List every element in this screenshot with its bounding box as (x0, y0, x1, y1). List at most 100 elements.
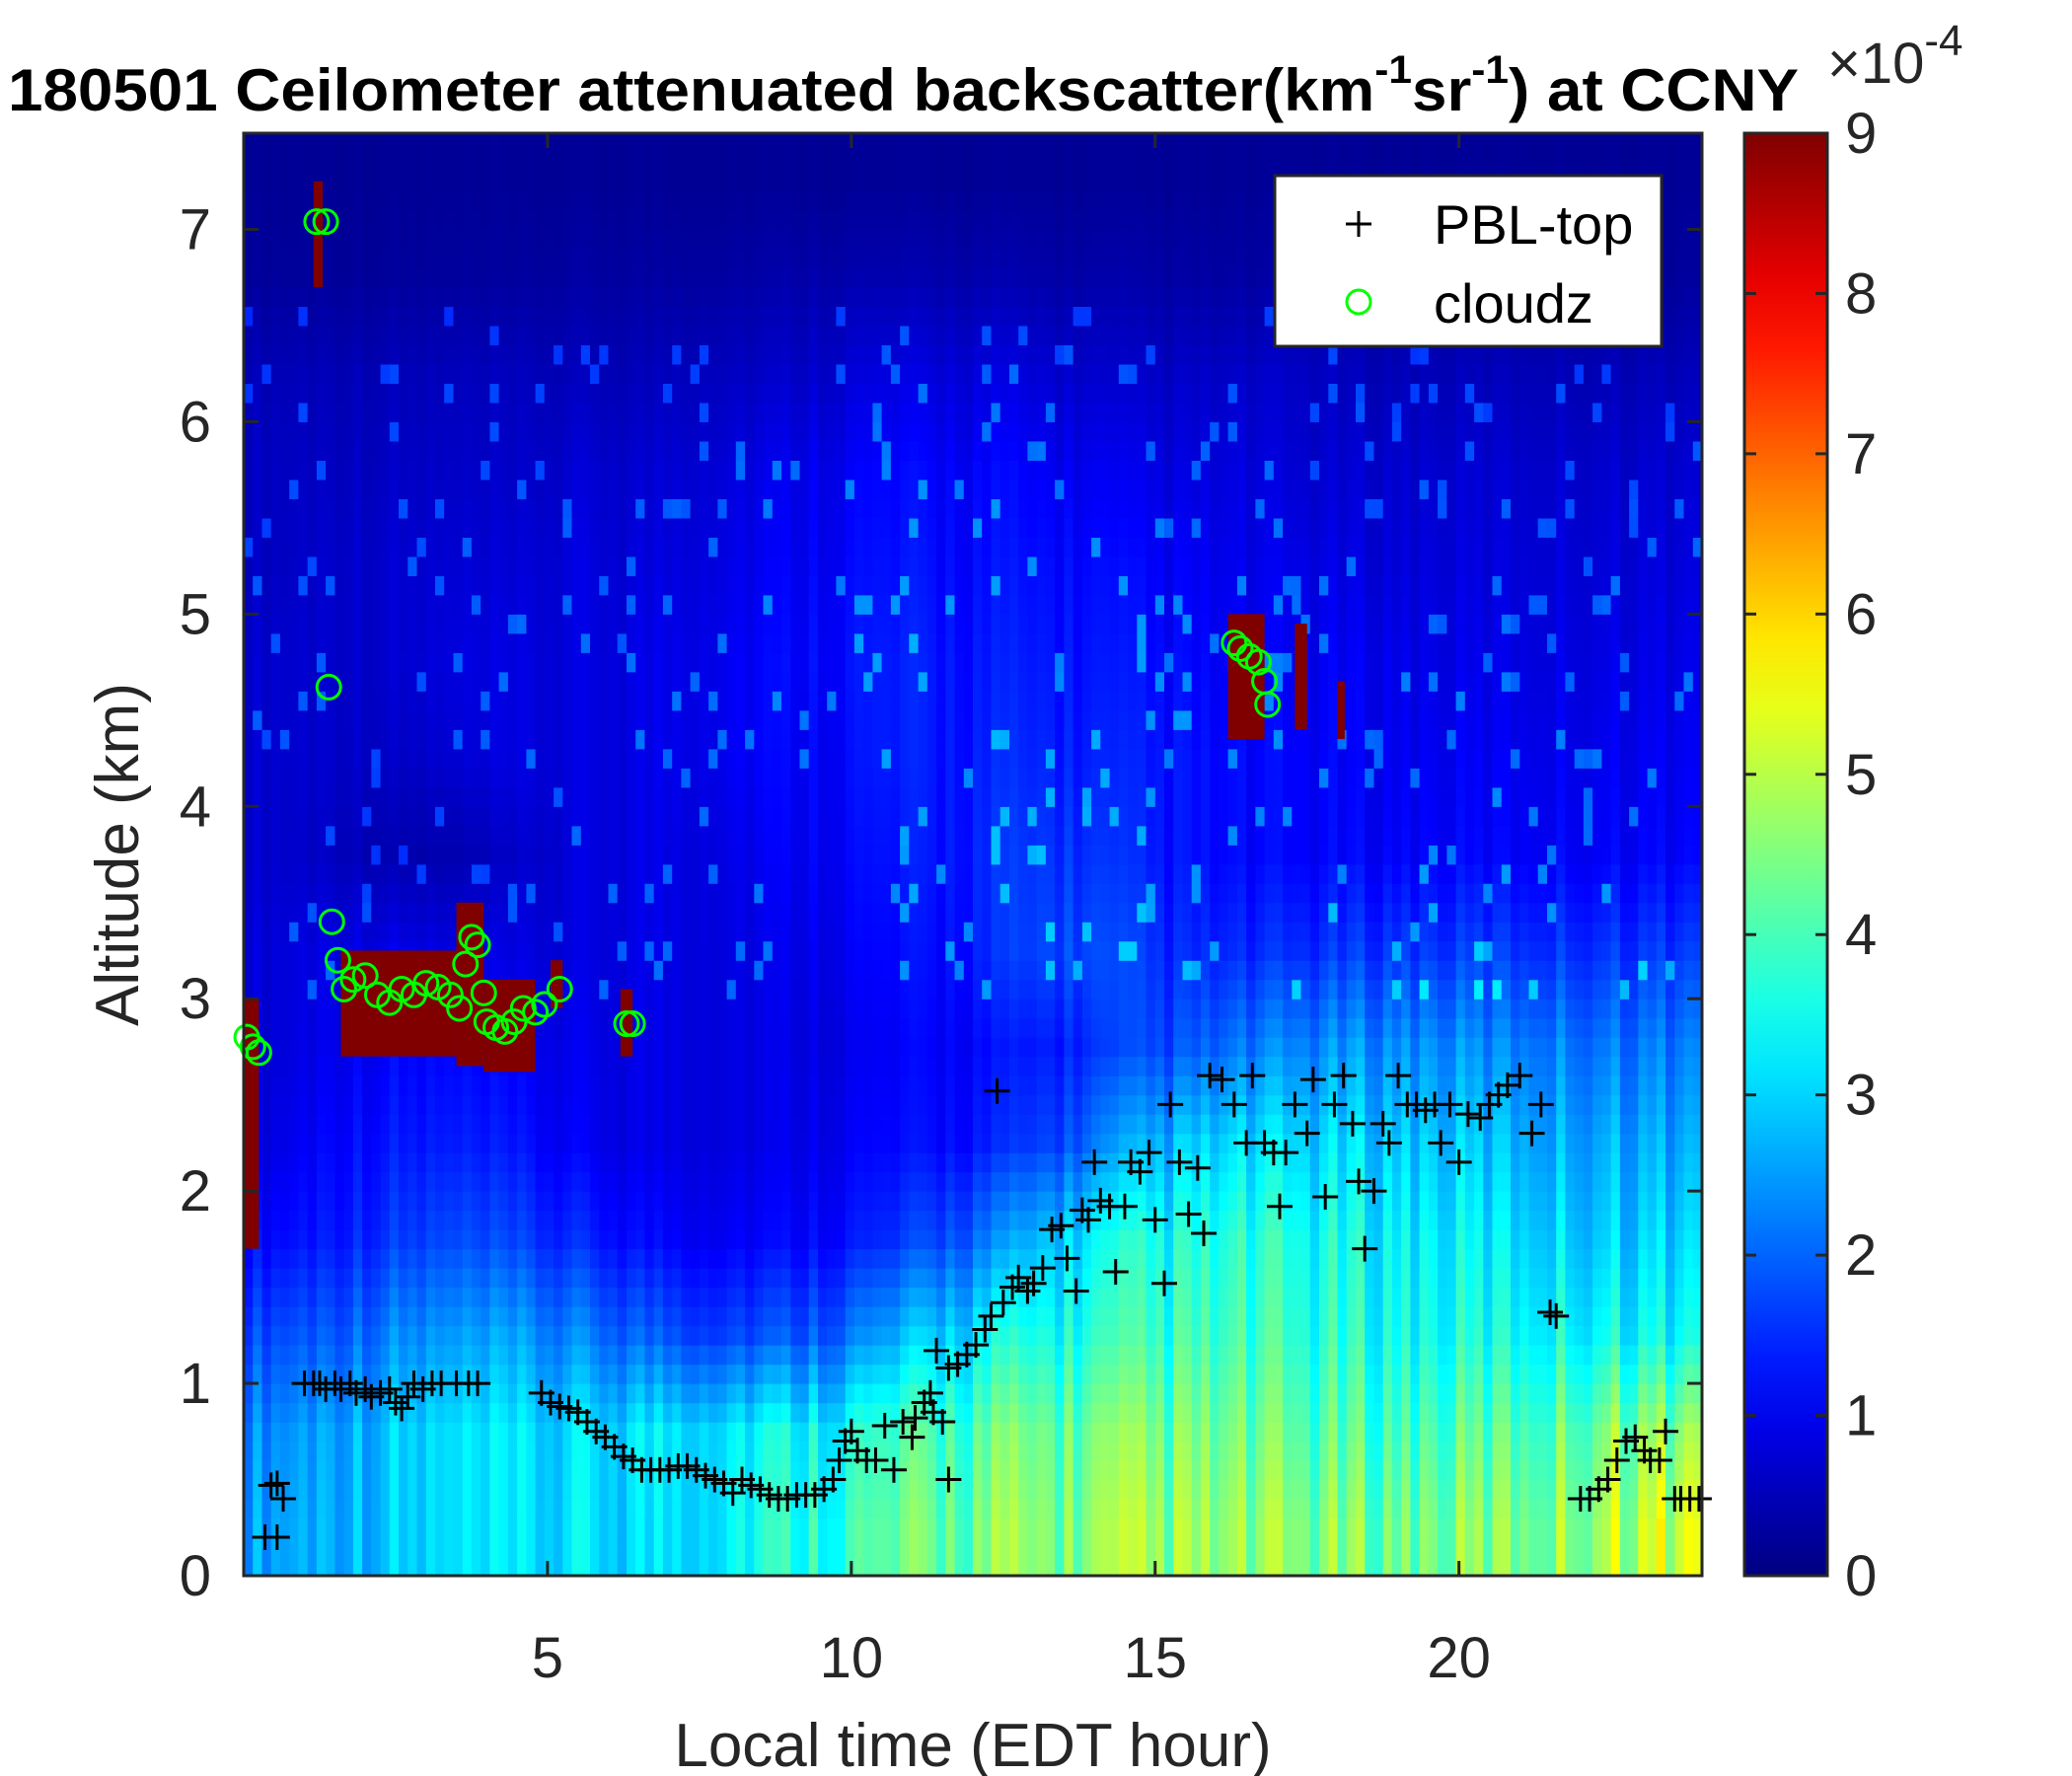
heatmap-cell (244, 460, 254, 481)
heatmap-cell (316, 421, 327, 442)
heatmap-cell (316, 152, 327, 173)
heatmap-cell (334, 440, 345, 461)
heatmap-cell (653, 883, 664, 904)
heatmap-cell (772, 421, 782, 442)
heatmap-cell (371, 1229, 382, 1250)
heatmap-cell (617, 1094, 628, 1115)
heatmap-cell (444, 1306, 455, 1327)
heatmap-cell (580, 1191, 591, 1212)
heatmap-cell (681, 555, 692, 576)
heatmap-cell (481, 421, 491, 442)
heatmap-cell (279, 1383, 290, 1404)
heatmap-cell (790, 133, 801, 154)
heatmap-cell (462, 729, 473, 750)
heatmap-cell (380, 190, 391, 211)
heatmap-cell (261, 940, 272, 961)
heatmap-cell (380, 1152, 391, 1173)
heatmap-cell (371, 1325, 382, 1346)
heatmap-cell (498, 267, 509, 288)
heatmap-cell (435, 786, 445, 807)
heatmap-cell (635, 729, 646, 750)
heatmap-cell (298, 671, 309, 692)
heatmap-cell (827, 1287, 838, 1307)
heatmap-cell (425, 555, 436, 576)
heatmap-cell (562, 1191, 573, 1212)
heatmap-cell (371, 691, 382, 711)
heatmap-cell (681, 1133, 692, 1153)
heatmap-cell (316, 1171, 327, 1192)
heatmap-cell (253, 210, 263, 231)
heatmap-cell (535, 537, 546, 557)
heatmap-cell (481, 845, 491, 865)
heatmap-cell (644, 440, 655, 461)
heatmap-cell (590, 1383, 600, 1404)
heatmap-cell (799, 806, 810, 827)
heatmap-cell (334, 152, 345, 173)
heatmap-cell (617, 902, 628, 923)
heatmap-cell (352, 363, 363, 384)
heatmap-cell (544, 922, 555, 942)
heatmap-cell (763, 883, 774, 904)
heatmap-cell (790, 883, 801, 904)
heatmap-cell (763, 1537, 774, 1558)
heatmap-cell (535, 1306, 546, 1327)
heatmap-cell (416, 902, 427, 923)
heatmap-cell (681, 786, 692, 807)
heatmap-cell (481, 479, 491, 499)
heatmap-cell (627, 1306, 636, 1327)
heatmap-cell (845, 883, 855, 904)
heatmap-cell (836, 421, 847, 442)
heatmap-cell (298, 594, 309, 615)
heatmap-cell (836, 768, 847, 788)
heatmap-cell (526, 1325, 537, 1346)
heatmap-cell (389, 1210, 400, 1230)
heatmap-cell (726, 286, 737, 307)
heatmap-cell (261, 1075, 272, 1096)
heatmap-cell (389, 632, 400, 653)
heatmap-cell (326, 267, 335, 288)
heatmap-cell (261, 325, 272, 345)
heatmap-cell (772, 133, 782, 154)
heatmap-cell (799, 1075, 810, 1096)
heatmap-cell (444, 594, 455, 615)
heatmap-cell (416, 172, 427, 192)
heatmap-cell (435, 845, 445, 865)
heatmap-cell (554, 1325, 563, 1346)
heatmap-cell (790, 1460, 801, 1481)
heatmap-cell (334, 768, 345, 788)
heatmap-cell (554, 210, 563, 231)
heatmap-cell (289, 1017, 300, 1038)
heatmap-cell (244, 1325, 254, 1346)
heatmap-cell (827, 1383, 838, 1404)
heatmap-cell (708, 1441, 718, 1461)
heatmap-cell (352, 249, 363, 269)
heatmap-cell (380, 1287, 391, 1307)
heatmap-cell (489, 555, 500, 576)
heatmap-cell (763, 402, 774, 422)
heatmap-cell (608, 460, 619, 481)
heatmap-cell (489, 729, 500, 750)
heatmap-cell (435, 383, 445, 404)
heatmap-cell (407, 1075, 418, 1096)
heatmap-cell (580, 1152, 591, 1173)
heatmap-cell (699, 614, 709, 634)
heatmap-cell (599, 1191, 610, 1212)
heatmap-cell (535, 421, 546, 442)
heatmap-cell (380, 922, 391, 942)
heatmap-cell (343, 1056, 354, 1076)
heatmap-cell (608, 325, 619, 345)
heatmap-cell (554, 1094, 563, 1115)
heatmap-cell (599, 575, 610, 596)
heatmap-cell (735, 806, 746, 827)
heatmap-cell (462, 652, 473, 673)
heatmap-cell (799, 729, 810, 750)
heatmap-cell (836, 152, 847, 173)
heatmap-cell (307, 460, 318, 481)
heatmap-cell (489, 1075, 500, 1096)
heatmap-cell (425, 1306, 436, 1327)
heatmap-cell (818, 344, 828, 365)
heatmap-cell (845, 768, 855, 788)
heatmap-cell (435, 517, 445, 538)
heatmap-cell (489, 1383, 500, 1404)
heatmap-cell (334, 883, 345, 904)
